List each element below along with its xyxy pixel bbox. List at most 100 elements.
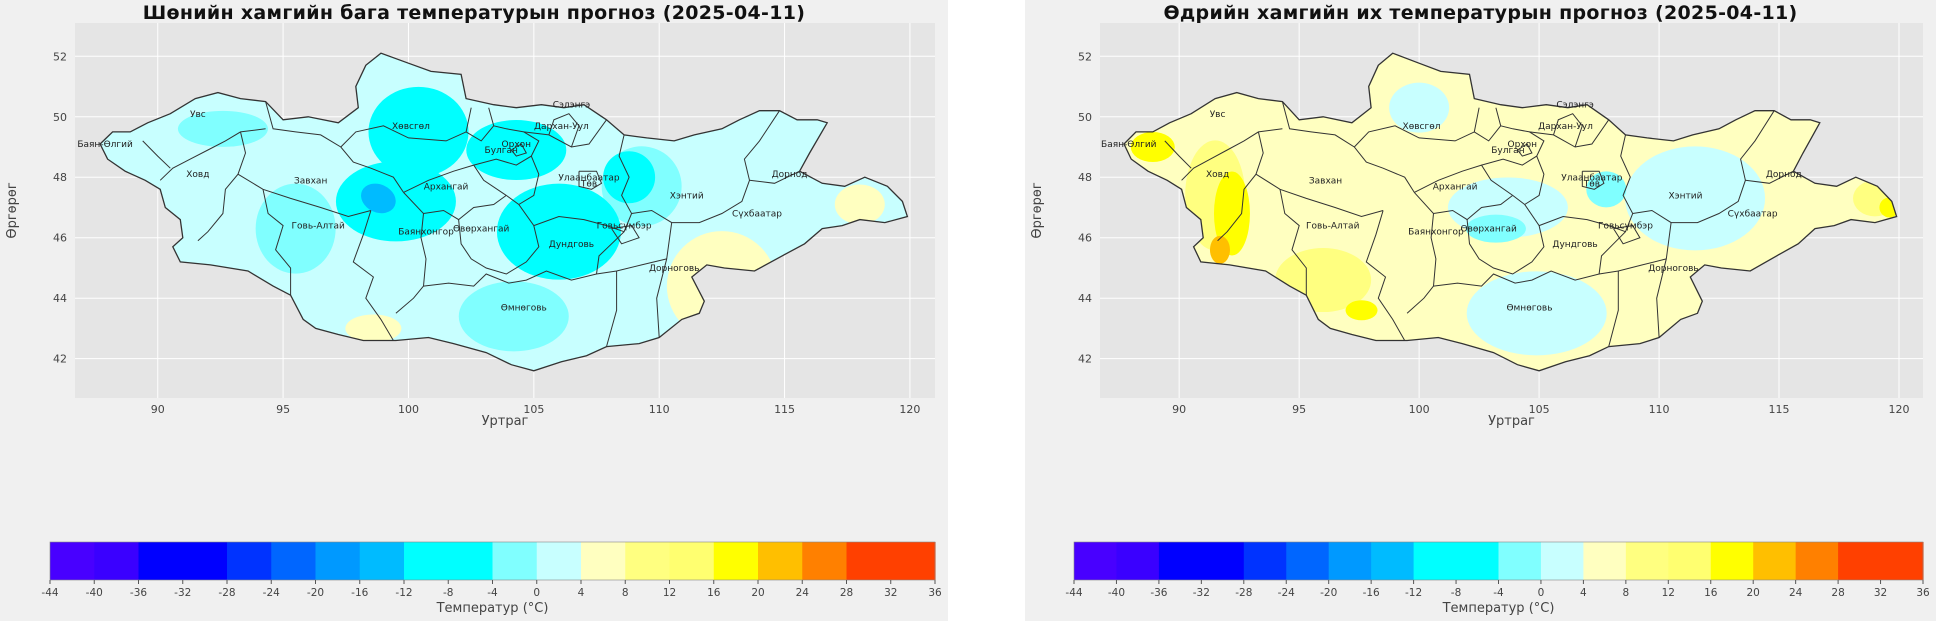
province-label: Завхан xyxy=(294,176,327,186)
y-axis-label: Өргөрөг xyxy=(5,182,20,238)
x-axis-label: Уртраг xyxy=(1488,414,1535,429)
colorbar-segment xyxy=(404,542,449,580)
colorbar-tick-label: -28 xyxy=(218,587,235,599)
temperature-zone xyxy=(368,86,469,177)
colorbar-tick-label: 12 xyxy=(663,587,676,599)
colorbar-segment xyxy=(1795,542,1839,580)
colorbar-tick-label: 32 xyxy=(1874,587,1887,599)
max-temp-map: Увс Баян-Өлгий Ховд Завхан Говь-Алтай Хөвсгөл… xyxy=(1030,23,1930,616)
province-label: Төв xyxy=(1583,179,1600,189)
y-tick-label: 48 xyxy=(1078,171,1092,184)
temperature-zone xyxy=(1209,235,1230,264)
colorbar-segment xyxy=(138,542,184,580)
province-label: Хэнтий xyxy=(670,191,704,201)
x-axis-label: Уртраг xyxy=(482,414,529,429)
temperature-zone xyxy=(1345,300,1378,321)
colorbar-tick-label: -16 xyxy=(351,587,368,599)
province-label: Говь-Алтай xyxy=(292,222,346,232)
province-label: Увс xyxy=(190,110,206,120)
colorbar-segment xyxy=(890,542,936,580)
province-border xyxy=(473,125,540,166)
province-label: Баянхонгор xyxy=(398,228,454,238)
province-label: Хөвсгөл xyxy=(392,122,430,132)
x-tick-label: 110 xyxy=(1649,403,1670,416)
x-tick-label: 105 xyxy=(1529,403,1550,416)
colorbar-segment xyxy=(1625,542,1669,580)
colorbar-segment xyxy=(536,542,582,580)
colorbar-tick-label: 24 xyxy=(796,587,810,599)
province-border xyxy=(518,155,540,205)
province-border xyxy=(262,189,292,296)
province-border xyxy=(1524,155,1545,205)
province-label: Дорнод xyxy=(1766,170,1802,180)
colorbar-tick-label: 28 xyxy=(840,587,853,599)
colorbar-tick-label: 4 xyxy=(1580,587,1587,599)
province-label: Дорнод xyxy=(772,170,808,180)
province-border xyxy=(1553,113,1583,148)
colorbar-tick-label: 0 xyxy=(1538,587,1545,599)
min-temp-panel: Шөнийн хамгийн бага температурын прогноз… xyxy=(0,0,948,621)
province-label: Орхон xyxy=(502,140,532,150)
province-label: Говь-Алтай xyxy=(1306,222,1360,232)
y-tick-label: 52 xyxy=(53,50,67,63)
colorbar-tick-label: -20 xyxy=(1320,587,1337,599)
colorbar-tick-label: -36 xyxy=(1150,587,1167,599)
colorbar-tick-label: 16 xyxy=(1704,587,1718,599)
province-label: Баянхонгор xyxy=(1408,228,1464,238)
x-tick-label: 100 xyxy=(398,403,419,416)
colorbar-tick-label: -16 xyxy=(1363,587,1380,599)
temperature-zone xyxy=(834,184,885,225)
province-label: Төв xyxy=(580,179,597,189)
y-axis-label: Өргөрөг xyxy=(1030,182,1045,238)
colorbar-segment xyxy=(1201,542,1245,580)
map-title: Өдрийн хамгийн их температурын прогноз (… xyxy=(1163,2,1798,24)
colorbar-tick-label: 4 xyxy=(578,587,585,599)
colorbar-tick-label: -12 xyxy=(395,587,412,599)
y-tick-label: 44 xyxy=(53,292,67,305)
colorbar-tick-label: 16 xyxy=(707,587,721,599)
province-border xyxy=(1279,189,1307,296)
x-tick-label: 95 xyxy=(1292,403,1306,416)
min-temp-map: Увс Баян-Өлгий Ховд Завхан Говь-Алтай Хөвсгөл… xyxy=(5,23,942,616)
province-border xyxy=(631,110,780,224)
province-label: Дундговь xyxy=(549,240,594,250)
colorbar-tick-label: 20 xyxy=(751,587,764,599)
province-border xyxy=(458,194,540,275)
temperature-zone xyxy=(1213,171,1250,256)
province-label: Архангай xyxy=(424,182,469,192)
province-border xyxy=(1255,173,1384,218)
province-border xyxy=(656,222,673,338)
colorbar-segment xyxy=(1710,542,1754,580)
colorbar-tick-label: -40 xyxy=(1108,587,1125,599)
x-tick-label: 95 xyxy=(276,403,290,416)
province-border xyxy=(423,194,507,221)
province-label: Ховд xyxy=(1206,170,1229,180)
province-label: Дорноговь xyxy=(1648,264,1698,274)
x-tick-label: 100 xyxy=(1409,403,1430,416)
province-border xyxy=(1414,164,1513,196)
province-border xyxy=(352,210,394,341)
colorbar-segment xyxy=(50,542,95,580)
province-label: Орхон xyxy=(1508,140,1538,150)
colorbar-segment xyxy=(94,542,140,580)
province-border xyxy=(403,164,507,196)
colorbar-tick-label: -40 xyxy=(86,587,103,599)
x-tick-label: 115 xyxy=(774,403,795,416)
colorbar-segment xyxy=(1498,542,1542,580)
province-border xyxy=(1581,170,1605,190)
province-label: Ховд xyxy=(186,170,209,180)
y-tick-label: 52 xyxy=(1078,50,1092,63)
province-label: Завхан xyxy=(1309,176,1342,186)
colorbar-segment xyxy=(846,542,892,580)
temperature-zone xyxy=(466,120,567,181)
colorbar-segment xyxy=(182,542,228,580)
colorbar-segment xyxy=(1286,542,1330,580)
colorbar-tick-label: 8 xyxy=(622,587,629,599)
province-border xyxy=(1433,195,1514,221)
colorbar-segment xyxy=(1753,542,1797,580)
province-label: Улаанбаатар xyxy=(558,173,619,183)
colorbar-segment xyxy=(315,542,361,580)
temperature-zone xyxy=(1586,171,1627,208)
colorbar-segment xyxy=(1880,542,1924,580)
colorbar-tick-label: -4 xyxy=(487,587,498,599)
